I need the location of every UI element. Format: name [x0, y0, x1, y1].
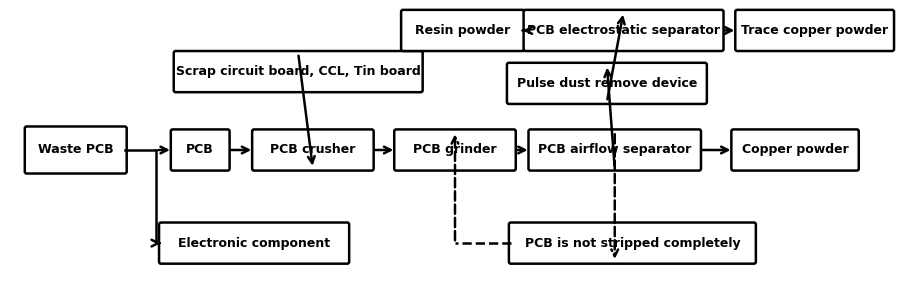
FancyBboxPatch shape [394, 129, 516, 171]
Text: PCB electrostatic separator: PCB electrostatic separator [527, 24, 720, 37]
FancyBboxPatch shape [529, 129, 701, 171]
Text: PCB: PCB [187, 143, 214, 157]
FancyBboxPatch shape [174, 51, 422, 92]
FancyBboxPatch shape [252, 129, 374, 171]
FancyBboxPatch shape [401, 10, 524, 51]
FancyBboxPatch shape [732, 129, 859, 171]
FancyBboxPatch shape [25, 127, 126, 173]
FancyBboxPatch shape [171, 129, 229, 171]
FancyBboxPatch shape [523, 10, 723, 51]
Text: Copper powder: Copper powder [742, 143, 848, 157]
FancyBboxPatch shape [509, 223, 756, 264]
Text: PCB crusher: PCB crusher [270, 143, 356, 157]
Text: Scrap circuit board, CCL, Tin board: Scrap circuit board, CCL, Tin board [176, 65, 420, 78]
Text: PCB grinder: PCB grinder [413, 143, 497, 157]
FancyBboxPatch shape [735, 10, 894, 51]
Text: Electronic component: Electronic component [178, 237, 330, 250]
Text: Pulse dust remove device: Pulse dust remove device [517, 77, 697, 90]
Text: PCB is not stripped completely: PCB is not stripped completely [524, 237, 740, 250]
Text: Waste PCB: Waste PCB [38, 143, 114, 157]
Text: PCB airflow separator: PCB airflow separator [538, 143, 692, 157]
Text: Trace copper powder: Trace copper powder [741, 24, 888, 37]
FancyBboxPatch shape [159, 223, 349, 264]
FancyBboxPatch shape [507, 63, 707, 104]
Text: Resin powder: Resin powder [415, 24, 511, 37]
